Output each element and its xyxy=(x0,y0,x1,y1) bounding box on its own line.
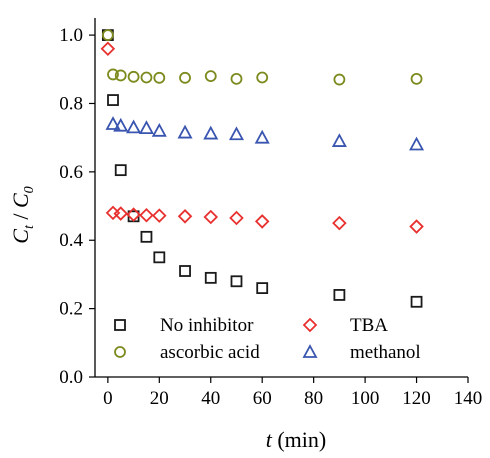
data-point-ascorbic-acid xyxy=(140,71,153,84)
plot-area xyxy=(94,18,468,378)
data-point-no-inhibitor xyxy=(140,230,153,243)
data-point-no-inhibitor xyxy=(107,94,119,106)
data-point-ascorbic-acid xyxy=(107,68,119,81)
data-point-methanol xyxy=(331,133,347,147)
data-point-ascorbic-acid xyxy=(153,71,166,84)
x-tick-label: 0 xyxy=(103,388,113,409)
data-point-no-inhibitor xyxy=(204,271,217,284)
x-tick-label: 20 xyxy=(150,388,169,409)
data-point-ascorbic-acid xyxy=(204,70,217,83)
y-tick-label: 0.0 xyxy=(59,367,83,388)
data-point-no-inhibitor xyxy=(410,295,423,308)
data-point-tba xyxy=(409,219,424,234)
data-point-methanol xyxy=(203,125,219,140)
data-point-ascorbic-acid xyxy=(179,71,191,84)
legend: No inhibitor TBA ascorbic acid methanol xyxy=(114,315,421,363)
legend-marker-no-inhibitor xyxy=(114,319,126,331)
data-point-methanol xyxy=(126,119,142,134)
data-point-ascorbic-acid xyxy=(333,73,346,86)
data-point-ascorbic-acid xyxy=(101,29,114,41)
legend-marker-ascorbic-acid xyxy=(114,346,126,358)
data-point-no-inhibitor xyxy=(153,251,166,264)
data-point-methanol xyxy=(113,117,129,132)
x-axis-title: t (min) xyxy=(266,427,327,452)
data-point-no-inhibitor xyxy=(179,265,191,277)
data-point-tba xyxy=(177,209,193,224)
data-point-ascorbic-acid xyxy=(256,71,269,84)
x-tick-label: 140 xyxy=(454,388,483,409)
x-tick-label: 60 xyxy=(253,388,272,409)
data-point-tba xyxy=(113,206,128,221)
data-point-no-inhibitor xyxy=(256,282,269,295)
data-point-no-inhibitor xyxy=(114,164,127,177)
legend-label-tba: TBA xyxy=(350,315,388,336)
x-tick-label: 40 xyxy=(201,388,220,409)
data-point-tba xyxy=(332,215,347,231)
data-point-tba xyxy=(152,208,167,223)
data-point-methanol xyxy=(138,120,154,134)
x-tick-label: 120 xyxy=(402,388,431,409)
x-axis-ticks: 0 20 40 60 80 100 120 140 xyxy=(103,377,482,409)
data-point-tba xyxy=(254,214,270,229)
data-point-methanol xyxy=(228,126,244,141)
data-point-tba xyxy=(100,41,116,57)
legend-label-methanol: methanol xyxy=(350,342,421,363)
data-point-ascorbic-acid xyxy=(127,70,140,83)
x-tick-label: 100 xyxy=(351,388,380,409)
data-markers xyxy=(100,29,425,308)
legend-marker-tba xyxy=(302,317,318,333)
y-axis-title: Ct / C0 xyxy=(8,186,37,243)
y-tick-label: 0.6 xyxy=(59,162,83,183)
data-point-no-inhibitor xyxy=(333,289,346,301)
y-tick-label: 0.2 xyxy=(59,299,83,320)
data-point-ascorbic-acid xyxy=(230,72,243,85)
data-point-methanol xyxy=(105,116,121,130)
data-point-tba xyxy=(229,210,244,226)
legend-label-ascorbic-acid: ascorbic acid xyxy=(160,342,260,363)
data-point-ascorbic-acid xyxy=(114,69,127,82)
data-point-methanol xyxy=(254,129,270,144)
legend-marker-methanol xyxy=(302,344,318,358)
data-point-tba xyxy=(203,209,219,225)
data-point-methanol xyxy=(177,124,193,139)
y-tick-label: 1.0 xyxy=(59,25,83,46)
legend-label-no-inhibitor: No inhibitor xyxy=(160,315,254,336)
y-tick-label: 0.4 xyxy=(59,230,83,251)
y-axis-ticks: 0.0 0.2 0.4 0.6 0.8 1.0 xyxy=(59,25,95,388)
y-tick-label: 0.8 xyxy=(59,93,83,114)
x-tick-label: 80 xyxy=(304,388,323,409)
data-point-methanol xyxy=(409,136,425,151)
data-point-methanol xyxy=(151,122,167,137)
data-point-no-inhibitor xyxy=(230,275,243,288)
data-point-tba xyxy=(139,208,154,223)
data-point-ascorbic-acid xyxy=(410,72,423,85)
data-point-tba xyxy=(126,207,141,222)
